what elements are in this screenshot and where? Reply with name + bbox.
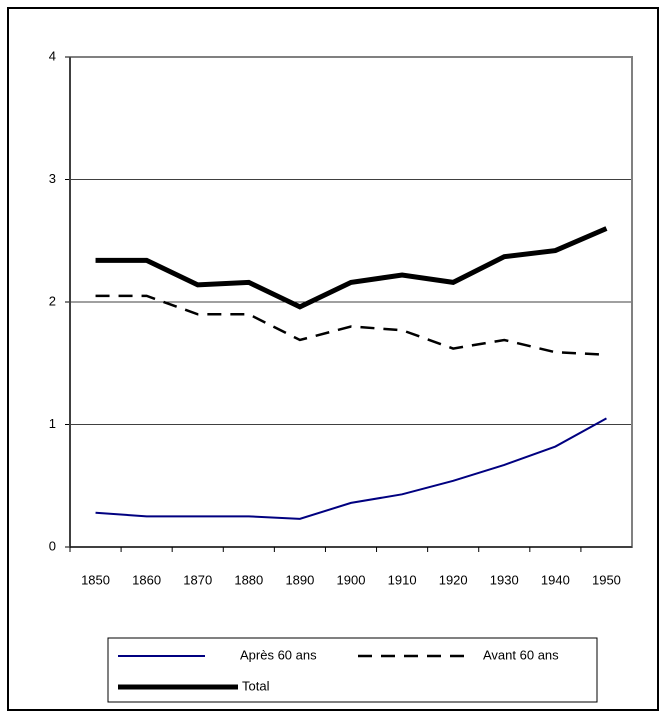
x-tick-label: 1940 — [541, 572, 570, 587]
x-tick-label: 1900 — [337, 572, 366, 587]
y-tick-label: 3 — [49, 171, 56, 186]
series-line — [95, 226, 608, 310]
x-tick-label: 1910 — [388, 572, 417, 587]
x-tick-label: 1850 — [81, 572, 110, 587]
x-tick-label: 1870 — [183, 572, 212, 587]
chart-border — [7, 7, 659, 711]
y-tick-label: 0 — [49, 538, 56, 553]
x-tick-label: 1880 — [234, 572, 263, 587]
y-tick-label: 2 — [49, 293, 56, 308]
x-tick-label: 1890 — [285, 572, 314, 587]
y-tick-label: 1 — [49, 416, 56, 431]
x-tick-label: 1860 — [132, 572, 161, 587]
x-tick-label: 1920 — [439, 572, 468, 587]
x-tick-label: 1930 — [490, 572, 519, 587]
legend-label: Après 60 ans — [240, 647, 317, 662]
legend-label: Total — [242, 678, 270, 693]
x-tick-label: 1950 — [592, 572, 621, 587]
legend-box — [107, 637, 598, 703]
y-tick-label: 4 — [49, 48, 56, 63]
series-line — [95, 294, 607, 356]
series-line — [95, 417, 607, 520]
legend-label: Avant 60 ans — [483, 647, 559, 662]
